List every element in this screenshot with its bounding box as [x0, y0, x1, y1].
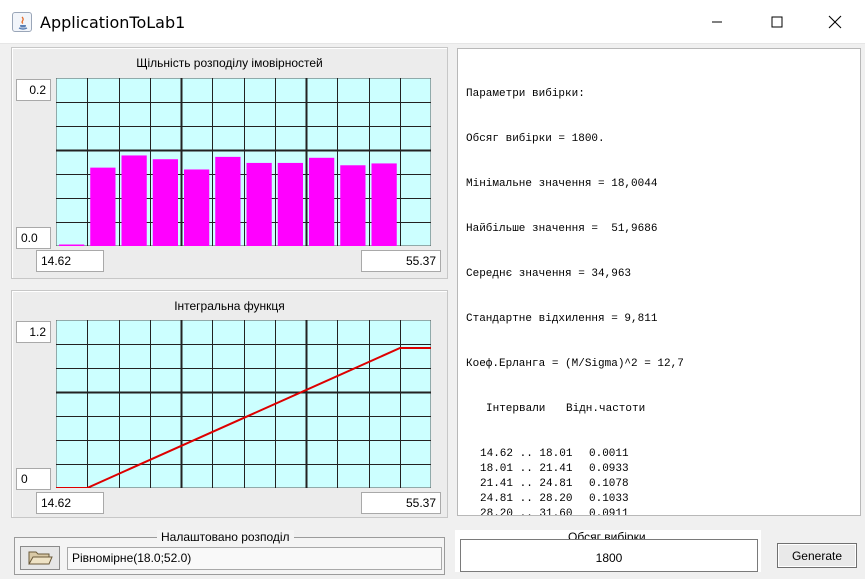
frequency-cell: 0.0011	[589, 448, 629, 460]
histogram-bar	[309, 157, 335, 246]
frequency-cell: 0.1078	[589, 478, 629, 490]
freq-row: 24.81 .. 28.20 0.1033	[466, 492, 852, 507]
cdf-title: Інтегральна функця	[174, 299, 285, 313]
freq-row: 14.62 .. 18.01 0.0011	[466, 447, 852, 462]
stats-line: Середнє значення = 34,963	[466, 268, 632, 280]
title-bar: ApplicationToLab1	[0, 0, 865, 44]
freq-table: 14.62 .. 18.01 0.0011 18.01 .. 21.41 0.0933…	[466, 447, 852, 516]
cdf-chart	[56, 320, 431, 488]
distribution-legend: Налаштовано розподіл	[157, 530, 294, 544]
stats-line: Параметри вибірки:	[466, 88, 585, 100]
distribution-field[interactable]: Рівномірне(18.0;52.0)	[67, 547, 442, 570]
plot-background	[56, 320, 431, 488]
window-title: ApplicationToLab1	[40, 13, 186, 32]
sample-size-group: Обсяг вибірки 1800	[455, 530, 761, 572]
open-file-button[interactable]	[20, 546, 60, 570]
histogram-bar	[121, 155, 147, 246]
stats-line: Коеф.Ерланга = (M/Sigma)^2 = 12,7	[466, 358, 684, 370]
frequency-cell: 0.0911	[589, 508, 629, 516]
freq-table-header: Інтервали Відн.частоти	[466, 402, 852, 417]
histogram-bar	[246, 162, 272, 246]
density-xmax-label: 55.37	[361, 250, 441, 272]
folder-icon	[28, 551, 53, 565]
cdf-xmax-label: 55.37	[361, 492, 441, 514]
histogram-bar	[371, 163, 397, 246]
minimize-icon	[712, 21, 722, 23]
freq-row: 28.20 .. 31.60 0.0911	[466, 507, 852, 516]
histogram-bar	[215, 156, 241, 246]
stats-line: Найбільше значення = 51,9686	[466, 223, 658, 235]
distribution-group: Налаштовано розподіл Рівномірне(18.0;52.…	[14, 530, 445, 575]
histogram-bar	[59, 244, 85, 246]
stats-line: Мінімальне значення = 18,0044	[466, 178, 658, 190]
sample-size-value: 1800	[595, 551, 623, 565]
plot-background	[56, 78, 431, 246]
frequency-cell: 0.1033	[589, 493, 629, 505]
minimize-button[interactable]	[690, 0, 744, 44]
cdf-ymax-label: 1.2	[16, 321, 51, 343]
close-button[interactable]	[808, 0, 862, 44]
frequency-cell: 0.0933	[589, 463, 629, 475]
histogram-bar	[340, 165, 366, 246]
density-chart	[56, 78, 431, 246]
histogram-bar	[152, 159, 178, 246]
frequencies-header: Відн.частоти	[566, 403, 646, 415]
density-xmin-label: 14.62	[36, 250, 104, 272]
sample-size-field[interactable]: 1800	[460, 539, 758, 572]
java-app-icon	[12, 12, 32, 32]
interval-cell: 24.81 .. 28.20	[480, 493, 573, 505]
density-ymax-label: 0.2	[16, 79, 51, 101]
intervals-header: Інтервали	[486, 403, 546, 415]
interval-cell: 14.62 .. 18.01	[480, 448, 573, 460]
interval-cell: 28.20 .. 31.60	[480, 508, 573, 516]
density-ymin-label: 0.0	[16, 227, 51, 249]
interval-cell: 21.41 .. 24.81	[480, 478, 573, 490]
interval-cell: 18.01 .. 21.41	[480, 463, 573, 475]
histogram-bar	[184, 169, 210, 246]
generate-button[interactable]: Generate	[777, 543, 857, 568]
cdf-ymin-label: 0	[16, 468, 51, 490]
freq-row: 21.41 .. 24.81 0.1078	[466, 477, 852, 492]
stats-line: Стандартне відхилення = 9,811	[466, 313, 658, 325]
maximize-button[interactable]	[750, 0, 804, 44]
stats-line: Обсяг вибірки = 1800.	[466, 133, 605, 145]
density-title: Щільність розподілу імовірностей	[136, 56, 323, 70]
maximize-icon	[771, 16, 783, 28]
histogram-bar	[90, 167, 116, 246]
statistics-text-area[interactable]: Параметри вибірки: Обсяг вибірки = 1800.…	[457, 48, 861, 516]
histogram-bar	[277, 162, 303, 246]
cdf-line	[56, 347, 431, 488]
freq-row: 18.01 .. 21.41 0.0933	[466, 462, 852, 477]
close-icon	[828, 15, 842, 29]
cdf-xmin-label: 14.62	[36, 492, 104, 514]
